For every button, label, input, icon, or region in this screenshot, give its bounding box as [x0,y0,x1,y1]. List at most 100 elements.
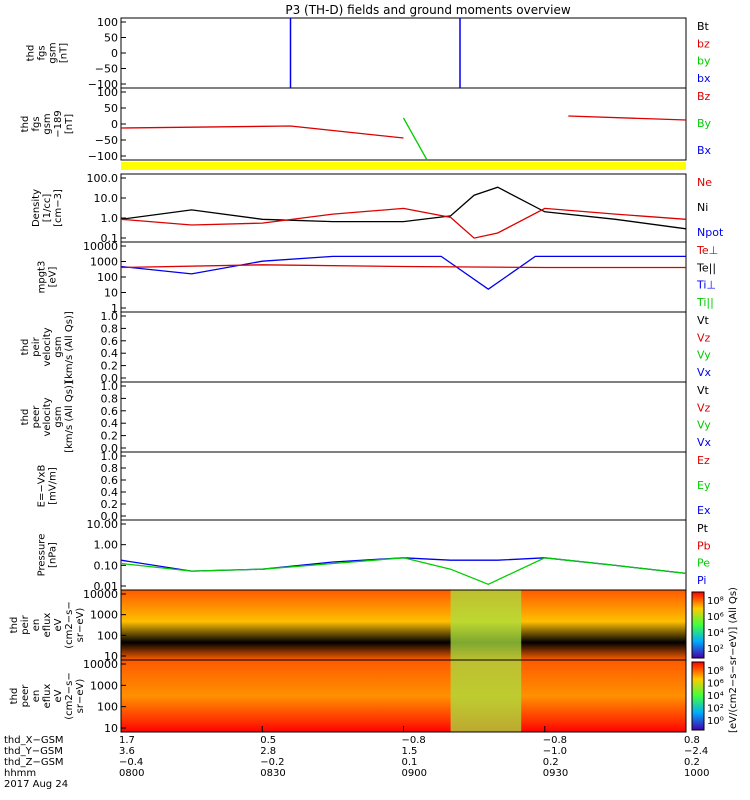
y-tick-label: 0.8 [101,462,119,475]
panel-frame [120,381,687,453]
y-tick-label: 10000 [83,658,118,671]
y-axis-label: fgs [31,116,42,131]
panel-ion_spec: 10000 1000 100 10 thd peir en eflux eV (cm2−s− sr−… [9,588,724,663]
x-tick-label: 0.1 [402,757,418,768]
spectrogram-feature [450,590,522,660]
y-tick-label: 100 [97,271,118,284]
y-tick-label: 10.0 [94,192,119,205]
panel-frame [120,519,687,591]
series-ni [120,186,687,230]
y-axis-label: Density [31,189,42,227]
y-tick-label: 0.1 [101,232,119,245]
y-axis-label: sr−eV) [75,679,86,714]
y-tick-label: 0.0 [101,510,119,523]
legend-entry: Vt [697,384,710,397]
x-tick-label: −1.0 [543,746,567,757]
legend-entry: Te|| [696,261,716,274]
colorbar-strip [691,661,705,731]
x-tick-label: 0.2 [684,757,700,768]
panel-ele_spec: 10000 1000 100 10 thd peer en eflux eV (cm2−s− sr−… [9,658,724,735]
y-axis-label: thd [20,116,31,133]
y-tick-label: 0.10 [94,559,119,572]
y-tick-label: 100.0 [87,172,119,185]
legend-entry: Bz [697,90,711,103]
panel-frame [120,241,687,313]
legend-entry: Vx [697,366,712,379]
x-tick-label: 3.6 [119,746,135,757]
y-tick-label: 1 [111,302,118,315]
y-axis-label: [nT] [64,114,75,134]
panel-frame [120,17,687,89]
y-tick-label: 100 [97,701,118,714]
y-axis-label: en [31,619,42,632]
y-tick-label: 10000 [83,588,118,601]
panel-ve: 1.00.80.60.40.20.0 thd peer velocity gsm [km/… [20,380,712,455]
series-by [402,117,428,161]
legend-entry: Ey [697,479,711,492]
y-tick-label: 50 [104,32,118,45]
y-axis-label: sr−eV) [75,608,86,643]
y-axis-label: gsm [53,336,64,357]
y-tick-label: 100 [97,629,118,642]
legend-entry: Vy [697,349,711,362]
legend-entry: Ti|| [696,296,714,309]
legend-entry: Pb [697,539,711,552]
y-tick-label: 1000 [90,609,118,622]
x-tick-label: −0.4 [119,757,143,768]
legend-entry: bx [697,72,711,85]
y-tick-label: 0.2 [101,360,119,373]
y-axis-label: velocity [42,397,53,436]
y-axis-label: eV [53,618,64,631]
y-tick-label: 10 [104,722,118,735]
y-tick-label: 10000 [83,240,118,253]
y-tick-label: 1000 [90,679,118,692]
series-ne [120,207,687,239]
y-tick-label: 50 [104,102,118,115]
colorbar-tick-label: 10⁴ [707,628,724,639]
y-tick-label: 1.0 [101,212,119,225]
legend-entry: Ex [697,504,711,517]
y-axis-label: gsm [42,113,53,134]
y-tick-label: −50 [95,134,118,147]
y-tick-label: 0.4 [101,417,119,430]
panel-vi: 1.00.80.60.40.20.0 thd peir velocity gsm [km/… [20,310,712,385]
legend-entry: Ez [697,454,710,467]
legend-entry: Vy [697,419,711,432]
legend-entry: bz [697,37,710,50]
panel-temp: 10000 1000 100 10 1 mpgt3 [eV] Te⊥ Te|| Ti⊥ Ti|| [37,240,719,315]
legend-entry: By [697,117,712,130]
y-axis-label: [mV/m] [48,467,59,505]
y-tick-label: 0.8 [101,392,119,405]
x-tick-label: 0.8 [684,735,700,746]
series-ti [120,255,686,290]
spectrogram-image [121,590,686,660]
y-tick-label: 0.0 [101,372,119,385]
legend-entry: Npot [697,226,724,239]
y-axis-label: −189 [53,110,64,137]
y-tick-label: 0 [111,118,118,131]
x-tick-label: 0930 [543,768,568,779]
y-tick-label: 10.00 [87,518,119,531]
x-tick-label: 1000 [684,768,709,779]
panel-fgs: 100 50 0 −50 −100 thd fgs gsm [nT] Bt bz by bx [26,16,711,91]
y-tick-label: 0.4 [101,486,119,499]
y-tick-label: 1.00 [94,539,119,552]
y-axis-label: peir [31,336,42,356]
y-axis-label: mpgt3 [37,261,48,294]
x-axis-row-label: thd_X−GSM [4,735,64,746]
x-axis-row-label: 2017 Aug 24 [4,779,68,790]
y-tick-label: −100 [88,78,118,91]
legend-entry: Bt [697,20,710,33]
y-tick-label: 100 [97,86,118,99]
series-te [120,264,686,269]
colorbar-tick-label: 10⁸ [707,596,724,607]
colorbar-tick-label: 10⁶ [707,679,724,690]
y-tick-label: 1.0 [101,450,119,463]
series-bz [120,125,404,139]
x-tick-label: 0900 [402,768,427,779]
panel-density: 100.0 10.0 1.0 0.1 Density [1/cc] [cm−3] Ne Ni Np… [31,172,724,245]
y-axis-label: [km/s (All Qs)] [64,311,75,383]
y-tick-label: −50 [95,63,118,76]
